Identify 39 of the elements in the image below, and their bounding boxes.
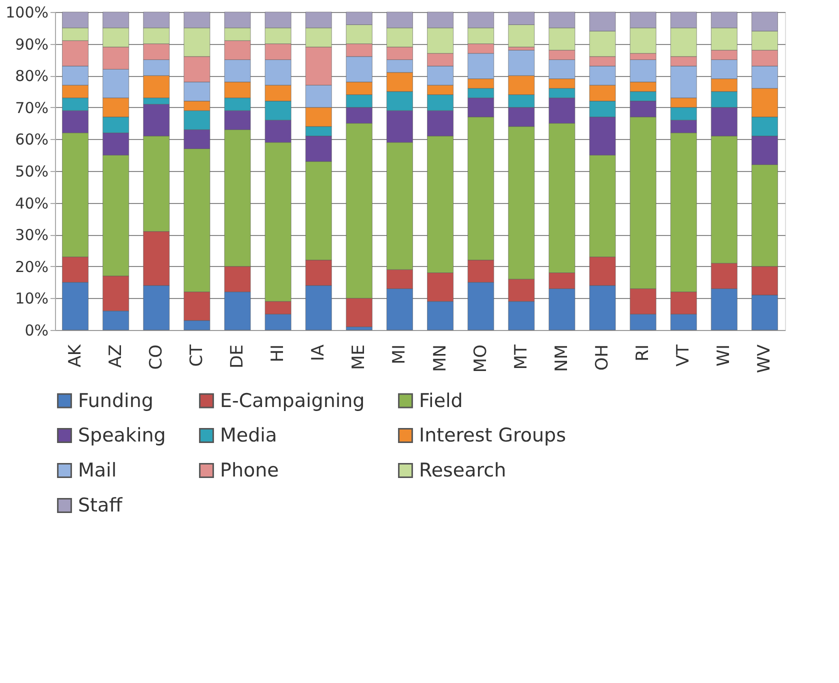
x-tick-label: MN (430, 344, 450, 372)
x-tick-label: AZ (106, 344, 126, 368)
x-tick-label: VT (674, 344, 694, 367)
y-tick-label: 100% (6, 4, 48, 22)
x-tick-label: MT (511, 344, 532, 370)
y-tick-label: 60% (15, 130, 48, 149)
legend-label: Funding (78, 390, 154, 412)
y-tick-label: 50% (15, 162, 48, 180)
x-tick-label: NM (552, 344, 572, 372)
x-tick-label: WV (754, 344, 775, 373)
x-tick-label: CT (186, 344, 207, 367)
x-tick-label: CO (146, 344, 166, 370)
legend-label: Field (419, 390, 463, 412)
legend-label: Phone (220, 460, 279, 482)
y-tick-label: 40% (15, 194, 48, 212)
legend-label: Interest Groups (419, 424, 566, 446)
x-tick-label: DE (228, 344, 248, 368)
y-tick-label: 20% (15, 258, 48, 276)
legend-label: Media (220, 424, 278, 446)
x-tick-label: RI (633, 344, 654, 362)
x-tick-label: MI (390, 344, 410, 364)
x-tick-label: ME (349, 344, 370, 370)
y-tick-label: 70% (15, 98, 48, 117)
legend-label: Staff (78, 494, 124, 516)
legend-label: Speaking (78, 424, 166, 446)
legend-label: Mail (78, 460, 117, 482)
x-tick-label: MO (470, 344, 491, 373)
x-tick-label: HI (268, 344, 288, 362)
y-tick-label: 90% (15, 35, 48, 54)
y-tick-label: 80% (15, 67, 48, 86)
legend-label: E-Campaigning (220, 390, 365, 412)
x-tick-label: WI (714, 344, 734, 366)
legend-label: Research (419, 460, 506, 482)
x-tick-label: IA (308, 344, 329, 362)
x-tick-label: OH (592, 344, 612, 371)
y-tick-label: 10% (15, 290, 48, 308)
y-tick-label: 0% (24, 322, 48, 340)
y-tick-label: 30% (15, 226, 48, 244)
x-tick-label: AK (65, 344, 86, 368)
